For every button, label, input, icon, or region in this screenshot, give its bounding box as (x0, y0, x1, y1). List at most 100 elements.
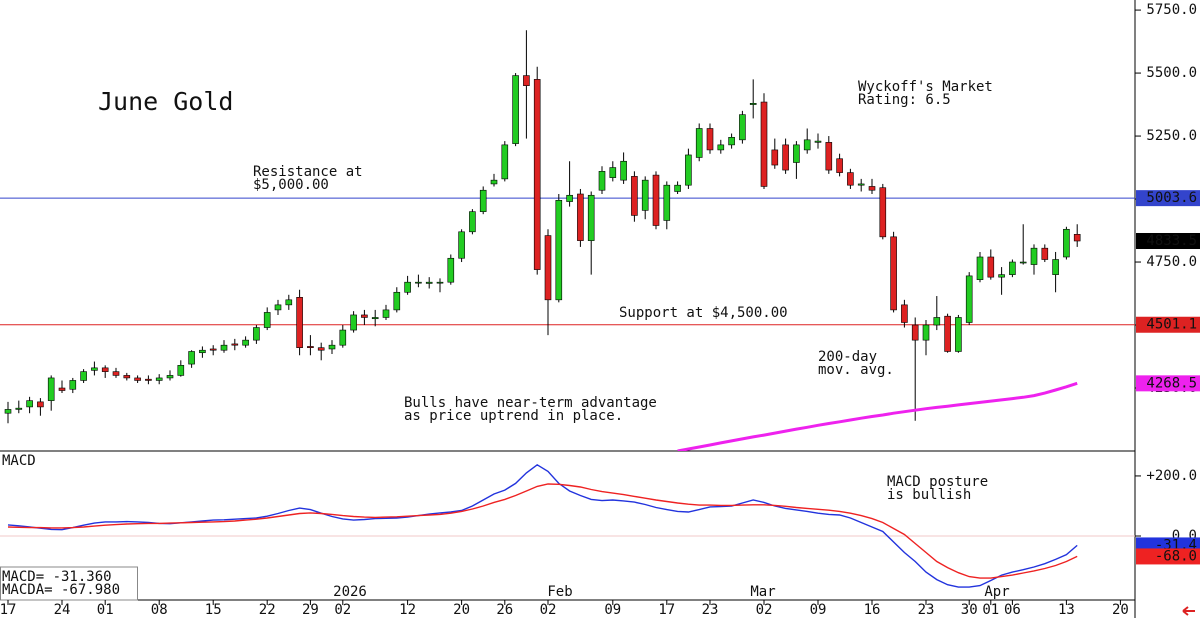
x-tick-label: 02 (334, 602, 351, 618)
candle-body (328, 344, 336, 350)
candle-body (922, 324, 930, 341)
annotation: MACD posture (887, 474, 988, 490)
candle-body (674, 184, 681, 192)
scroll-arrow[interactable] (1182, 606, 1195, 616)
candle-body (91, 367, 98, 371)
candle-body (857, 183, 865, 186)
candle-body (26, 400, 33, 408)
candle-body (350, 314, 357, 331)
candle-body (155, 377, 163, 381)
candle-body (944, 315, 951, 352)
candle-body (15, 407, 23, 410)
candle-body (739, 114, 746, 141)
candle-body (166, 375, 174, 379)
macd-plot (0, 463, 1135, 588)
candle-body (501, 144, 509, 180)
x-tick-label: 30 (961, 602, 978, 618)
candle-body (37, 401, 44, 408)
candle-body (641, 179, 649, 211)
x-tick-label: 24 (54, 602, 71, 618)
candle-body (436, 281, 444, 284)
candle-body (814, 140, 822, 143)
candle-body (123, 375, 131, 379)
value-box-label: -68.0 (1155, 548, 1197, 564)
series-line (7, 483, 1078, 579)
candle-body (47, 377, 55, 401)
readout: MACD= -31.360 (2, 569, 112, 585)
value-box-label: 4833.5 (1146, 233, 1197, 249)
candle-body (469, 211, 476, 233)
candle-body (339, 329, 347, 346)
x-tick-label: 17 (0, 602, 16, 618)
candle-body (447, 257, 455, 283)
candle-body (4, 409, 12, 414)
x-tick-label: 20 (1112, 602, 1129, 618)
candle-body (836, 158, 843, 173)
candle-body (544, 235, 552, 301)
candle-body (533, 79, 541, 270)
x-tick-label: 17 (658, 602, 675, 618)
candle-body (1030, 247, 1038, 265)
candle-body (253, 327, 260, 341)
value-box-label: 4501.1 (1146, 317, 1197, 333)
candle-body (177, 365, 185, 376)
y-tick-label: +200.0 (1146, 468, 1197, 484)
candle-body (512, 75, 519, 144)
y-tick-label: 5500.0 (1146, 65, 1197, 81)
candle-body (793, 144, 800, 163)
x-tick-label: 15 (205, 602, 222, 618)
candle-body (317, 347, 325, 351)
level-label: $5,000.00 (253, 177, 329, 193)
month-label: Feb (547, 584, 572, 600)
candle-body (145, 378, 152, 381)
candle-body (879, 187, 887, 238)
value-box (1136, 190, 1200, 207)
x-tick-label: 12 (399, 602, 416, 618)
candle-body (728, 137, 735, 146)
candle-body (523, 75, 530, 86)
candle-body (598, 171, 606, 191)
x-tick-label: 16 (864, 602, 881, 618)
readout: MACDA= -67.980 (2, 582, 120, 598)
candle-body (868, 186, 876, 191)
annotation: Wyckoff's Market (858, 79, 993, 95)
candle-body (1063, 228, 1070, 258)
x-tick-label: 22 (259, 602, 276, 618)
candle-body (706, 128, 714, 151)
candle-body (933, 317, 941, 326)
candle-body (58, 387, 66, 391)
candle-body (263, 312, 271, 328)
candle-body (847, 172, 854, 186)
candle-body (1052, 259, 1059, 275)
candle-body (1009, 261, 1016, 275)
candle-body (361, 314, 368, 318)
candle-body (890, 236, 897, 311)
candle-body (490, 179, 498, 185)
candle-body (274, 304, 282, 311)
series-label: 200-day (818, 349, 877, 365)
candle-body (717, 144, 725, 151)
x-tick-label: 09 (604, 602, 621, 618)
candle-body (199, 349, 206, 354)
level-label: Support at $4,500.00 (619, 305, 788, 321)
candle-body (393, 291, 401, 311)
x-tick-label: 23 (918, 602, 935, 618)
value-box-label: 5003.6 (1146, 190, 1197, 206)
x-tick-label: 23 (702, 602, 719, 618)
chart-title: June Gold (98, 87, 233, 116)
month-label: 2026 (333, 584, 367, 600)
candle-body (620, 160, 627, 181)
y-tick-label: 4750.0 (1146, 254, 1197, 270)
x-tick-label: 20 (453, 602, 470, 618)
candle-body (112, 371, 120, 376)
month-label: Mar (750, 584, 775, 600)
x-tick-label: 08 (151, 602, 168, 618)
candle-body (231, 343, 239, 346)
x-tick-label: 02 (540, 602, 557, 618)
candle-body (695, 128, 703, 158)
candle-body (976, 256, 984, 280)
candle-body (134, 377, 141, 381)
candle-body (479, 189, 487, 212)
candle-body (415, 281, 422, 284)
